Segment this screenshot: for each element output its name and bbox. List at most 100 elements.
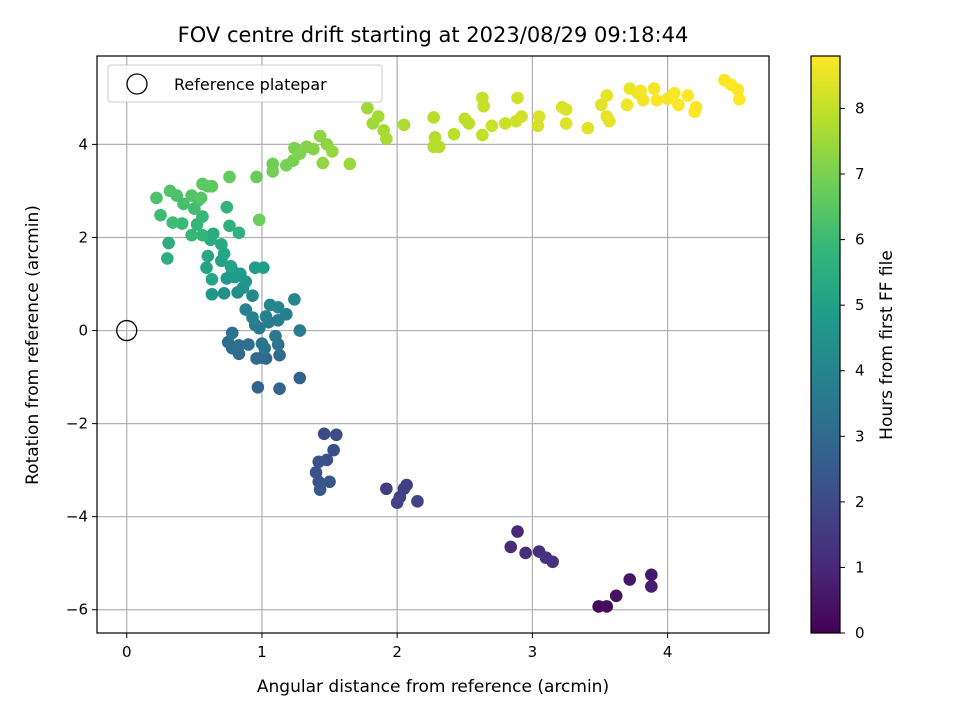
- data-point: [462, 117, 476, 130]
- x-tick-label: 1: [257, 643, 267, 661]
- y-tick-label: 2: [78, 228, 88, 246]
- data-point: [499, 117, 512, 130]
- data-point: [477, 99, 491, 113]
- data-point: [288, 293, 301, 306]
- data-point: [307, 142, 320, 156]
- x-axis-label: Angular distance from reference (arcmin): [257, 677, 609, 697]
- legend-marker-open-circle: [126, 73, 148, 95]
- data-point: [206, 227, 220, 241]
- data-point: [317, 427, 331, 441]
- data-point: [200, 261, 213, 275]
- data-point: [559, 117, 573, 130]
- data-point: [271, 300, 285, 314]
- data-point: [327, 443, 340, 457]
- data-point: [397, 118, 411, 132]
- data-point: [293, 324, 307, 337]
- scatter-points: [150, 73, 746, 613]
- reference-marker-group: [116, 319, 138, 342]
- data-point: [242, 338, 255, 351]
- data-point: [220, 200, 234, 214]
- data-point: [250, 170, 263, 184]
- colorbar-label: Hours from first FF file: [877, 250, 897, 440]
- data-point: [546, 555, 559, 569]
- colorbar-tick-label: 8: [855, 99, 865, 117]
- data-point: [239, 303, 253, 316]
- data-point: [609, 589, 623, 603]
- data-point: [343, 157, 357, 171]
- data-point: [224, 260, 238, 273]
- x-tick-label: 2: [392, 643, 402, 661]
- data-point: [251, 381, 265, 394]
- data-point: [162, 236, 175, 250]
- data-point: [731, 83, 745, 97]
- data-point: [273, 382, 286, 396]
- data-point: [196, 210, 209, 223]
- data-point: [672, 98, 685, 112]
- data-point: [645, 580, 658, 593]
- colorbar-tick-label: 4: [855, 362, 865, 380]
- data-point: [400, 478, 413, 492]
- data-point: [504, 540, 518, 554]
- data-point: [330, 428, 343, 442]
- data-point: [259, 310, 273, 323]
- data-point: [411, 495, 424, 508]
- data-point: [177, 197, 190, 211]
- data-point: [154, 208, 167, 222]
- y-tick-label: 0: [78, 322, 88, 340]
- data-point: [185, 189, 198, 202]
- y-tick-label: 4: [78, 135, 88, 153]
- data-point: [161, 252, 174, 265]
- data-point: [532, 110, 546, 123]
- data-point: [732, 92, 746, 106]
- data-point: [205, 179, 219, 193]
- data-point: [201, 249, 215, 263]
- data-point: [313, 483, 327, 496]
- data-point: [225, 326, 239, 340]
- data-point: [427, 111, 440, 124]
- data-point: [380, 132, 393, 146]
- data-point: [175, 217, 189, 230]
- data-point: [217, 287, 231, 300]
- data-point: [205, 273, 219, 286]
- data-point: [223, 170, 236, 184]
- data-point: [511, 525, 524, 538]
- data-point: [650, 93, 664, 107]
- data-point: [595, 98, 608, 112]
- data-point: [215, 238, 228, 251]
- data-point: [205, 287, 219, 301]
- data-point: [432, 140, 446, 154]
- y-axis-ticks: −6 −4 −2 0 2 4: [66, 135, 97, 619]
- colorbar-gradient: [810, 55, 841, 634]
- data-point: [255, 337, 269, 350]
- data-point: [269, 329, 282, 343]
- data-point: [390, 496, 404, 510]
- data-point: [312, 455, 326, 469]
- data-point: [273, 348, 286, 362]
- data-point: [232, 339, 246, 352]
- colorbar-tick-label: 5: [855, 296, 865, 314]
- colorbar-tick-label: 7: [855, 165, 865, 183]
- data-point: [166, 216, 180, 229]
- x-axis-ticks: 0 1 2 3 4: [122, 633, 672, 661]
- legend: Reference platepar: [107, 64, 383, 103]
- data-point: [196, 177, 209, 191]
- data-point: [313, 129, 327, 143]
- data-point: [257, 261, 270, 275]
- y-tick-label: −6: [66, 601, 88, 619]
- data-point: [252, 213, 266, 227]
- colorbar-tick-label: 0: [855, 624, 865, 642]
- data-point: [196, 228, 209, 242]
- colorbar: 0 1 2 3 4 5 6 7 8 Hours from first FF file: [810, 55, 897, 642]
- data-point: [246, 289, 259, 302]
- data-point: [185, 228, 198, 242]
- data-point: [259, 352, 273, 365]
- grid-lines: [97, 56, 769, 633]
- data-point: [250, 352, 263, 365]
- x-tick-label: 0: [122, 643, 132, 661]
- data-point: [623, 573, 637, 586]
- data-point: [515, 110, 528, 123]
- legend-box: [107, 64, 383, 103]
- data-point: [603, 114, 616, 128]
